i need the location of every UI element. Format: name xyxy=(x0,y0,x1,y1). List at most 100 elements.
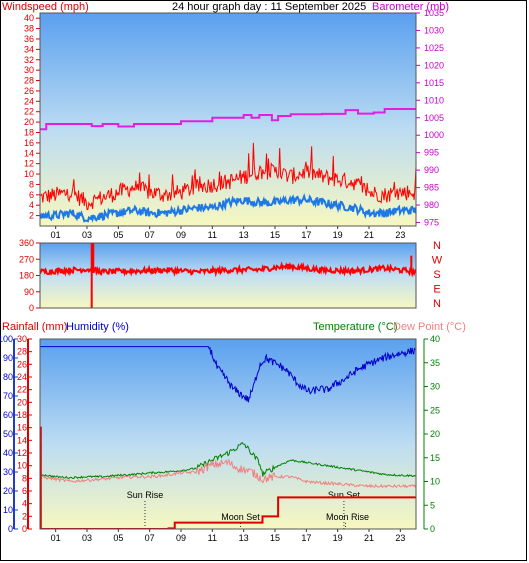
temperature-tick-label: 20 xyxy=(430,429,440,439)
annotation-label: Moon Set xyxy=(221,512,260,522)
rain-x-tick-label: 11 xyxy=(208,533,217,543)
rainfall-tick-label: 12 xyxy=(17,448,27,458)
temperature-tick-label: 30 xyxy=(430,382,440,392)
barometer-series-line xyxy=(40,108,416,131)
temperature-tick-label: 15 xyxy=(430,453,440,463)
windspeed-tick-label: 30 xyxy=(24,65,34,75)
compass-label: S xyxy=(433,269,440,281)
average-wind-series-line xyxy=(40,192,416,223)
temperature-tick-label: 40 xyxy=(430,334,440,344)
wind-x-tick-label: 19 xyxy=(333,230,343,240)
rainfall-tick-label: 6 xyxy=(22,486,27,496)
rain-x-tick-label: 13 xyxy=(239,533,249,543)
barometer-tick-label: 1000 xyxy=(424,130,444,140)
dewpoint-series-line xyxy=(40,458,416,489)
windspeed-tick-label: 24 xyxy=(24,96,34,106)
direction-panel-bg xyxy=(40,243,416,308)
rainfall-tick-label: 18 xyxy=(17,410,27,420)
rain-x-tick-label: 23 xyxy=(395,533,405,543)
humidity-tick-label: 0 xyxy=(8,524,13,534)
humidity-tick-label: 60 xyxy=(3,410,13,420)
direction-series-line xyxy=(40,261,416,278)
windspeed-tick-label: 4 xyxy=(29,200,34,210)
rainfall-tick-label: 24 xyxy=(17,372,27,382)
rainfall-tick-label: 22 xyxy=(17,385,27,395)
rain-x-tick-label: 01 xyxy=(51,533,61,543)
temperature-tick-label: 35 xyxy=(430,358,440,368)
compass-label: N xyxy=(433,240,441,252)
annotation-label: Sun Set xyxy=(328,490,361,500)
humidity-tick-label: 50 xyxy=(3,429,13,439)
humidity-tick-label: 100 xyxy=(0,334,13,344)
direction-tick-label: 0 xyxy=(29,303,34,313)
rain-x-tick-label: 21 xyxy=(364,533,374,543)
direction-tick-label: 180 xyxy=(19,271,34,281)
windspeed-tick-label: 36 xyxy=(24,34,34,44)
barometer-tick-label: 990 xyxy=(424,165,439,175)
rain-x-tick-label: 09 xyxy=(176,533,186,543)
barometer-tick-label: 980 xyxy=(424,200,439,210)
barometer-axis-title: Barometer (mb) xyxy=(372,1,449,13)
rain-x-tick-label: 19 xyxy=(333,533,343,543)
windspeed-tick-label: 12 xyxy=(24,159,34,169)
rainfall-tick-label: 30 xyxy=(17,334,27,344)
rainfall-tick-label: 16 xyxy=(17,423,27,433)
windspeed-tick-label: 34 xyxy=(24,44,34,54)
rainfall-tick-label: 0 xyxy=(22,524,27,534)
windspeed-tick-label: 10 xyxy=(24,169,34,179)
direction-tick-label: 90 xyxy=(24,287,34,297)
windspeed-tick-label: 14 xyxy=(24,148,34,158)
barometer-tick-label: 995 xyxy=(424,148,439,158)
wind-x-tick-label: 01 xyxy=(51,230,61,240)
humidity-tick-label: 90 xyxy=(3,353,13,363)
windspeed-tick-label: 22 xyxy=(24,107,34,117)
gust-series-line xyxy=(40,142,416,211)
temperature-axis-title: Temperature (°C) xyxy=(313,321,397,333)
windspeed-tick-label: 6 xyxy=(29,190,34,200)
humidity-axis-title: Humidity (%) xyxy=(66,321,129,333)
wind-x-tick-label: 07 xyxy=(145,230,155,240)
wind-panel-bg xyxy=(40,13,416,226)
windspeed-tick-label: 16 xyxy=(24,138,34,148)
barometer-tick-label: 1035 xyxy=(424,8,444,18)
rainfall-tick-label: 2 xyxy=(22,511,27,521)
windspeed-tick-label: 38 xyxy=(24,24,34,34)
compass-label: N xyxy=(433,298,441,310)
chart-title: 24 hour graph day : 11 September 2025 xyxy=(172,1,366,13)
rainfall-tick-label: 10 xyxy=(17,461,27,471)
windspeed-tick-label: 28 xyxy=(24,76,34,86)
wind-x-tick-label: 09 xyxy=(176,230,186,240)
windspeed-tick-label: 20 xyxy=(24,117,34,127)
annotation-label: Sun Rise xyxy=(127,490,164,500)
dewpoint-axis-title: Dew Point (°C) xyxy=(393,321,466,333)
wind-x-tick-label: 21 xyxy=(364,230,374,240)
humidity-series-line xyxy=(40,346,416,403)
barometer-tick-label: 1025 xyxy=(424,43,444,53)
rain-x-tick-label: 17 xyxy=(301,533,311,543)
compass-label: W xyxy=(432,255,443,267)
barometer-tick-label: 975 xyxy=(424,218,439,228)
wind-x-tick-label: 05 xyxy=(113,230,123,240)
barometer-tick-label: 1030 xyxy=(424,25,444,35)
rainfall-axis-title: Rainfall (mm) xyxy=(2,321,67,333)
rain-x-tick-label: 07 xyxy=(145,533,155,543)
rainfall-series-line xyxy=(40,426,416,529)
rainfall-tick-label: 8 xyxy=(22,473,27,483)
wind-x-tick-label: 03 xyxy=(82,230,92,240)
humidity-tick-label: 30 xyxy=(3,467,13,477)
wind-x-tick-label: 15 xyxy=(270,230,280,240)
rainfall-tick-label: 28 xyxy=(17,347,27,357)
humidity-tick-label: 70 xyxy=(3,391,13,401)
windspeed-axis-title: Windspeed (mph) xyxy=(2,1,89,13)
annotation-label: Moon Rise xyxy=(326,512,369,522)
humidity-tick-label: 40 xyxy=(3,448,13,458)
windspeed-tick-label: 2 xyxy=(29,211,34,221)
barometer-tick-label: 1005 xyxy=(424,113,444,123)
temperature-tick-label: 10 xyxy=(430,477,440,487)
rainfall-tick-label: 26 xyxy=(17,359,27,369)
windspeed-tick-label: 40 xyxy=(24,13,34,23)
windspeed-tick-label: 32 xyxy=(24,55,34,65)
rainfall-tick-label: 20 xyxy=(17,397,27,407)
temperature-tick-label: 0 xyxy=(430,524,435,534)
